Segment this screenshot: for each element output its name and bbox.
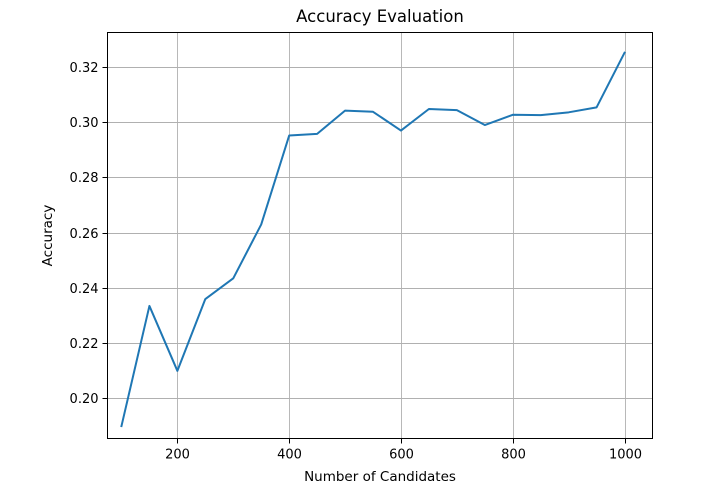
x-tick-label: 400 <box>277 448 302 463</box>
series-group <box>120 51 626 428</box>
x-axis: 200 400 600 800 1000 <box>165 438 642 463</box>
y-tick-label: 0.28 <box>70 171 99 186</box>
y-tick-label: 0.22 <box>70 337 99 352</box>
x-tick-label: 800 <box>501 448 526 463</box>
y-axis: 0.20 0.22 0.24 0.26 0.28 0.30 0.32 <box>70 61 108 407</box>
plot-frame <box>107 32 653 439</box>
y-tick-label: 0.32 <box>70 61 99 76</box>
chart-title: Accuracy Evaluation <box>296 7 464 26</box>
y-axis-label: Accuracy <box>40 205 56 267</box>
y-tick-label: 0.30 <box>70 116 99 131</box>
x-tick-label: 1000 <box>609 448 642 463</box>
series-line <box>120 51 626 428</box>
x-tick-label: 200 <box>165 448 190 463</box>
x-axis-label: Number of Candidates <box>304 469 456 485</box>
y-tick-label: 0.26 <box>70 227 99 242</box>
y-tick-label: 0.24 <box>70 282 99 297</box>
grid <box>107 32 653 439</box>
x-tick-label: 600 <box>389 448 414 463</box>
y-tick-label: 0.20 <box>70 392 99 407</box>
